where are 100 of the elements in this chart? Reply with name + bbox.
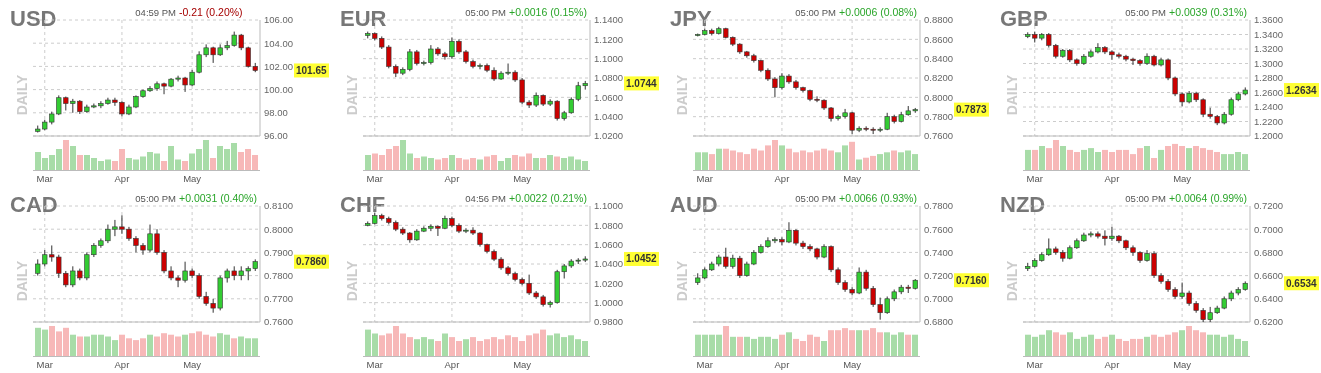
text: 1.2634 (1286, 84, 1318, 96)
chart-title: GBP (1000, 6, 1048, 31)
y-tick-label: 1.0600 (594, 238, 624, 250)
chart-title: EUR (340, 6, 387, 31)
x-tick-label: Mar (36, 173, 53, 184)
y-tick-label: 1.1200 (594, 33, 624, 45)
text: 05:00 PM (135, 193, 177, 204)
bar (77, 336, 83, 356)
bar (365, 155, 371, 170)
bar (1151, 158, 1157, 170)
text: 05:00 PM (795, 193, 837, 204)
bar (856, 330, 862, 356)
y-tick-label: 1.3200 (1254, 43, 1284, 55)
bar (905, 334, 911, 356)
x-tick-label: May (183, 173, 202, 184)
bar (716, 148, 722, 170)
bar (477, 159, 483, 170)
text: +0.0016 (0.15%) (509, 6, 587, 18)
y-tick-label: 0.7600 (924, 223, 954, 235)
text: 0.7860 (296, 256, 328, 268)
bar (1158, 149, 1164, 170)
y-tick-label: 98.00 (264, 107, 288, 119)
y-tick-label: 1.0200 (594, 277, 624, 289)
y-tick-label: 1.0200 (594, 130, 624, 142)
text: +0.0006 (0.08%) (839, 6, 917, 18)
text: 1.0744 (626, 77, 658, 89)
chart-title: CAD (10, 192, 58, 217)
bar (779, 334, 785, 356)
y-tick-label: 0.9800 (594, 316, 624, 328)
x-tick-label: Apr (114, 359, 130, 370)
bar (63, 140, 69, 170)
bar (77, 155, 83, 170)
y-tick-label: 1.2400 (1254, 101, 1284, 113)
y-tick-label: 1.2800 (1254, 72, 1284, 84)
y-tick-label: 0.7200 (1254, 200, 1284, 212)
y-tick-label: 0.8600 (924, 33, 954, 45)
bar (730, 336, 736, 356)
y-tick-label: 96.00 (264, 130, 288, 142)
bar (821, 341, 827, 356)
y-tick-label: 0.7700 (264, 293, 294, 305)
y-tick-label: 1.1400 (594, 14, 624, 26)
text: 0.7873 (956, 104, 988, 116)
y-tick-label: 0.7000 (924, 293, 954, 305)
bar (779, 145, 785, 170)
y-tick-label: 1.2000 (1254, 130, 1284, 142)
bar (912, 334, 918, 356)
chart-title: JPY (670, 6, 712, 31)
text: 0.7160 (956, 274, 988, 286)
bar (547, 155, 553, 170)
bar (709, 154, 715, 170)
y-tick-label: 1.0800 (594, 72, 624, 84)
bar (737, 336, 743, 356)
x-tick-label: Mar (696, 173, 713, 184)
text: +0.0022 (0.21%) (509, 192, 587, 204)
bar (435, 341, 441, 356)
x-tick-label: Mar (366, 359, 383, 370)
y-tick-label: 0.7400 (924, 246, 954, 258)
bar (442, 333, 448, 356)
y-tick-label: 0.6800 (924, 316, 954, 328)
text: 101.65 (296, 64, 328, 76)
x-tick-label: Mar (366, 173, 383, 184)
text: +0.0064 (0.99%) (1169, 192, 1247, 204)
y-tick-label: 0.7000 (1254, 223, 1284, 235)
y-tick-label: 0.8000 (264, 223, 294, 235)
y-tick-label: 1.0000 (594, 296, 624, 308)
bar (147, 334, 153, 356)
y-tick-label: 1.2200 (1254, 115, 1284, 127)
y-tick-label: 1.1000 (594, 200, 624, 212)
text: 0.6534 (1286, 277, 1318, 289)
bar (1179, 330, 1185, 356)
text: 05:00 PM (1125, 193, 1167, 204)
y-tick-label: 0.8000 (924, 91, 954, 103)
y-tick-label: 1.3400 (1254, 28, 1284, 40)
text: 04:59 PM (135, 7, 177, 18)
y-tick-label: 0.8200 (924, 72, 954, 84)
bar (533, 158, 539, 170)
text: 05:00 PM (1125, 7, 1167, 18)
bar (231, 338, 237, 356)
bar (723, 326, 729, 356)
text: 05:00 PM (795, 7, 837, 18)
x-tick-label: Mar (36, 359, 53, 370)
x-tick-label: May (513, 359, 532, 370)
x-tick-label: May (1173, 359, 1192, 370)
bar (1109, 334, 1115, 356)
y-tick-label: 1.0600 (594, 91, 624, 103)
y-tick-label: 0.7900 (264, 246, 294, 258)
bar (70, 334, 76, 356)
text: 04:56 PM (465, 193, 507, 204)
chart-title: USD (10, 6, 57, 31)
bar (414, 158, 420, 170)
y-tick-label: 102.00 (264, 60, 294, 72)
bar (786, 332, 792, 356)
bar (182, 161, 188, 170)
y-tick-label: 0.6200 (1254, 316, 1284, 328)
y-tick-label: 0.6800 (1254, 246, 1284, 258)
x-tick-label: May (1173, 173, 1192, 184)
x-tick-label: Apr (1104, 359, 1120, 370)
x-tick-label: Apr (114, 173, 130, 184)
y-tick-label: 104.00 (264, 37, 294, 49)
y-tick-label: 1.0400 (594, 110, 624, 122)
